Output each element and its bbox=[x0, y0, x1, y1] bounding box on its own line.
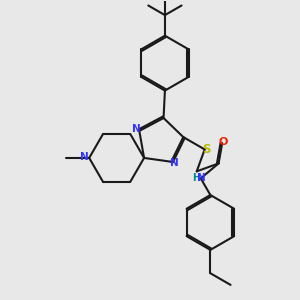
Text: N: N bbox=[197, 173, 206, 183]
Text: N: N bbox=[80, 152, 89, 162]
Text: S: S bbox=[202, 143, 210, 156]
Text: N: N bbox=[132, 124, 140, 134]
Text: H: H bbox=[193, 173, 201, 183]
Text: N: N bbox=[170, 158, 179, 168]
Text: O: O bbox=[219, 137, 228, 147]
